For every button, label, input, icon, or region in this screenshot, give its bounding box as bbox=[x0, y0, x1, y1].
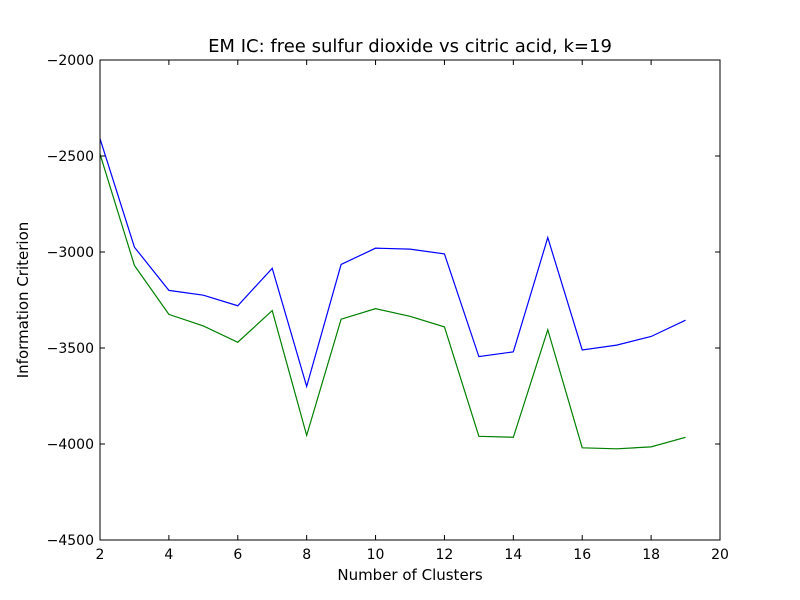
x-tick-label: 4 bbox=[164, 547, 173, 563]
y-axis-label: Information Criterion bbox=[14, 222, 32, 379]
chart-title: EM IC: free sulfur dioxide vs citric aci… bbox=[208, 36, 612, 57]
series-line-1 bbox=[99, 138, 686, 389]
x-tick-label: 8 bbox=[302, 547, 311, 563]
series-line-2 bbox=[99, 153, 686, 450]
y-tick-label: −2000 bbox=[47, 53, 94, 69]
x-tick-label: 14 bbox=[504, 547, 522, 563]
plot-frame bbox=[99, 59, 721, 541]
y-tick-label: −2500 bbox=[47, 149, 94, 165]
y-tick-label: −4500 bbox=[47, 533, 94, 549]
x-tick-label: 16 bbox=[573, 547, 591, 563]
x-tick-label: 12 bbox=[436, 547, 454, 563]
x-tick-label: 20 bbox=[711, 547, 729, 563]
x-tick-label: 10 bbox=[367, 547, 385, 563]
x-tick-label: 2 bbox=[96, 547, 105, 563]
y-tick-label: −4000 bbox=[47, 437, 94, 453]
x-tick-label: 6 bbox=[233, 547, 242, 563]
tick-layer: 2 4 6 8 10 12 14 16 18 20 −2000 −2500 −3000 −3500 −400… bbox=[47, 53, 729, 563]
y-tick-label: −3500 bbox=[47, 341, 94, 357]
series-layer bbox=[99, 138, 686, 450]
y-tick-label: −3000 bbox=[47, 245, 94, 261]
x-tick-label: 18 bbox=[642, 547, 660, 563]
x-axis-label: Number of Clusters bbox=[337, 566, 482, 584]
